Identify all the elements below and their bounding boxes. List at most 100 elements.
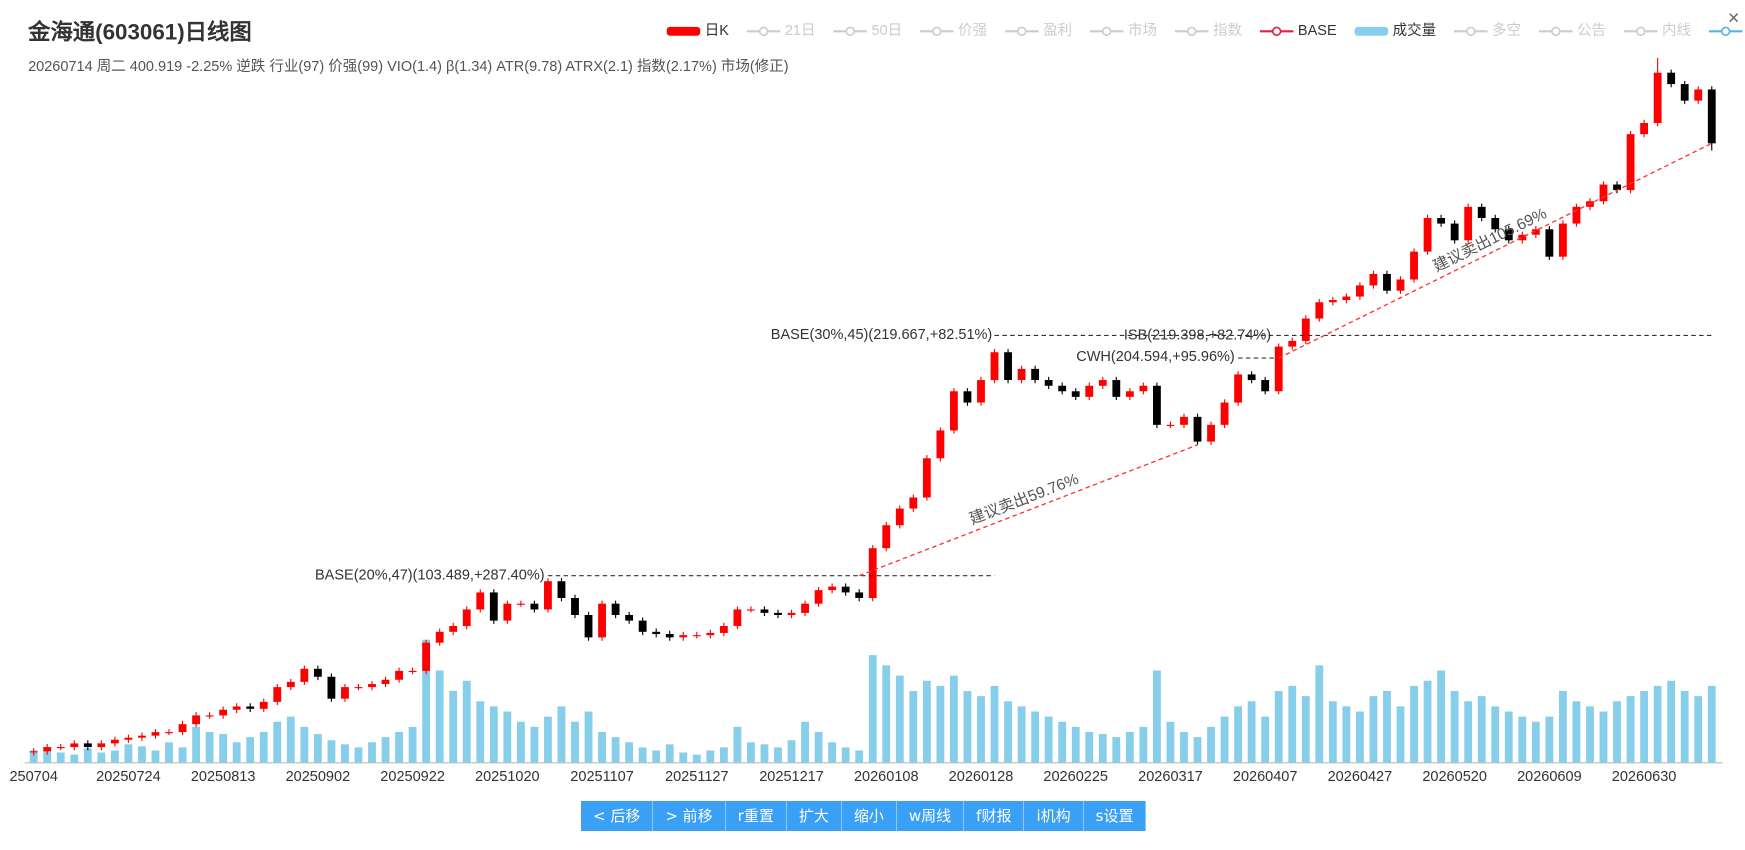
volume-bar [1667,680,1676,763]
candle-body [895,508,904,526]
candle-body [1017,368,1026,381]
legend-label[interactable]: 50日 [871,23,902,39]
candle-body [909,497,918,509]
volume-bar [665,744,674,763]
x-tick-label: 20260128 [949,769,1014,785]
candle-body [124,737,133,740]
candle-body [381,679,390,685]
legend-icon [1186,26,1197,37]
legend-label[interactable]: 多空 [1492,22,1521,39]
volume-bar [1207,726,1215,763]
volume-bar [1586,706,1594,763]
candle-body [679,635,688,638]
toolbar-button[interactable]: f财报 [964,801,1025,831]
candle-body [1139,385,1148,392]
legend-icon [1466,26,1476,37]
toolbar-button[interactable]: w周线 [896,801,965,831]
legend-label[interactable]: 盈利 [1043,22,1072,39]
x-tick-label: 20260427 [1328,769,1393,785]
volume-bar [801,721,809,763]
candle-body [747,609,755,611]
candle-body [205,715,214,717]
legend-label[interactable]: 日K [705,23,730,39]
volume-bar [516,721,525,763]
volume-bar [1437,670,1446,763]
toolbar-button[interactable]: s设置 [1083,801,1147,831]
candle-body [341,687,349,699]
candle-body [1545,229,1554,257]
candle-body [760,609,769,613]
candle-body [313,668,322,677]
x-tick-label: 20260407 [1233,769,1298,785]
volume-bar [963,690,972,763]
candle-body [29,751,38,753]
toolbar-button[interactable]: 扩大 [786,801,842,831]
candle-body [1342,296,1351,301]
legend-label[interactable]: 21日 [785,23,816,39]
volume-bar [1491,706,1500,763]
volume-bar [1288,685,1297,763]
candle-body [963,391,972,403]
candle-body [855,592,864,599]
candle-body [1437,218,1446,224]
candle-body [625,614,634,621]
candle-body [1220,402,1229,425]
volume-bar [368,742,376,763]
candle-body [1518,234,1527,241]
volume-bar [1017,706,1026,763]
volume-bar [868,655,877,763]
legend-label[interactable]: 内线 [1662,22,1691,39]
legend-label[interactable]: 公告 [1577,22,1606,39]
toolbar-button[interactable]: r重置 [725,801,787,831]
chart-subtitle: 20260714 周二 400.919 -2.25% 逆跌 行业(97) 价强(… [28,58,788,75]
candle-body [1680,84,1689,101]
legend-icon [1635,26,1646,37]
legend-label[interactable]: 指数 [1213,22,1243,39]
candle-body [1207,424,1215,442]
candle-body [1491,218,1500,230]
legend-label[interactable]: 成交量 [1393,21,1437,39]
volume-bar [1464,701,1473,763]
volume-bar [990,685,999,763]
candle-body [1626,134,1635,191]
volume-bar [1301,696,1310,763]
toolbar-button[interactable]: i机构 [1024,801,1084,831]
toolbar-button[interactable]: 缩小 [841,801,897,831]
toolbar-button[interactable]: > 前移 [653,801,726,831]
candle-body [868,548,877,599]
volume-bar [354,747,363,763]
volume-bar [1653,685,1662,763]
legend-label[interactable]: 价强 [958,23,987,39]
volume-bar [814,732,823,763]
candle-body [503,603,512,621]
volume-bar [1396,706,1405,763]
volume-bar [286,716,295,763]
volume-bar [1450,690,1459,763]
legend-label[interactable]: 市场 [1128,22,1157,39]
candle-body [598,603,606,638]
volume-bar [124,744,133,763]
x-tick-label: 20251127 [665,769,729,785]
candle-body [787,612,796,615]
toolbar: < 后移 > 前移 r重置 扩大 缩小 w周线 f财报 i机构 s设置 [581,801,1147,831]
volume-bar [138,746,146,763]
candle-body [652,631,661,635]
candle-body [977,380,985,403]
candle-body [1707,89,1716,144]
legend-label[interactable]: BASE [1298,23,1337,39]
volume-bar [151,750,160,763]
volume-bar [747,742,755,763]
candle-body [733,609,742,626]
close-button[interactable]: × [1728,7,1740,29]
volume-bar [544,716,552,763]
candle-body [219,709,228,716]
volume-bar [56,752,65,763]
candle-body [462,609,471,626]
toolbar-button[interactable]: < 后移 [581,801,654,831]
volume-bar [219,734,228,763]
candle-body [841,586,850,593]
trend-line [1278,142,1713,359]
volume-bar [462,680,471,763]
x-tick-label: 250704 [9,769,57,785]
